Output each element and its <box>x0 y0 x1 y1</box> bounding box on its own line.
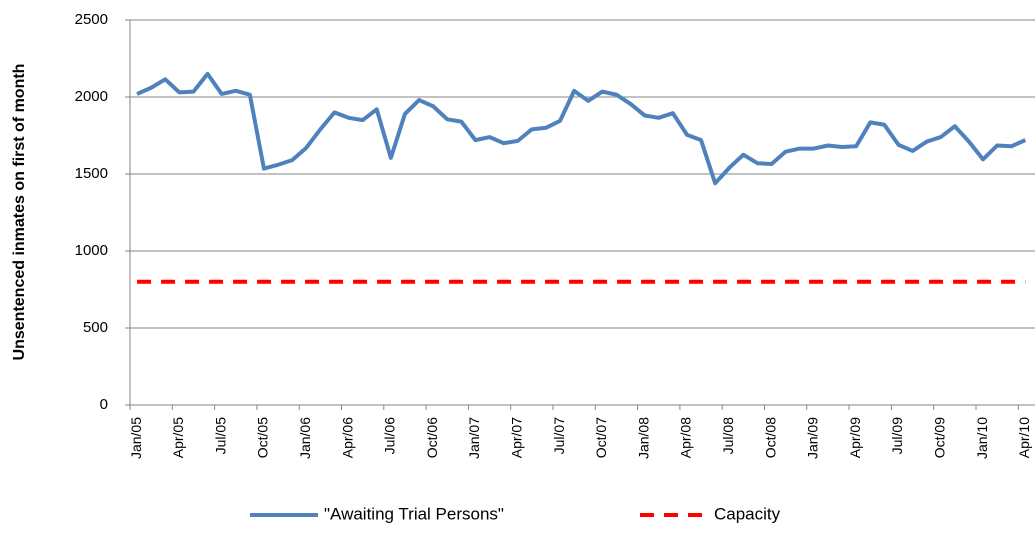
x-tick-label: Jul/07 <box>551 417 567 455</box>
y-axis-label: Unsentenced inmates on first of month <box>11 64 28 361</box>
x-tick-label: Jan/09 <box>805 417 821 459</box>
x-tick-label: Jan/05 <box>128 417 144 459</box>
y-tick-label: 500 <box>83 319 108 336</box>
x-tick-label: Apr/10 <box>1016 417 1032 458</box>
y-tick-label: 0 <box>100 396 108 413</box>
x-tick-label: Jan/07 <box>466 417 482 459</box>
legend-label: "Awaiting Trial Persons" <box>324 504 504 523</box>
series-line <box>136 71 1027 186</box>
x-tick-label: Oct/06 <box>424 417 440 458</box>
x-tick-label: Oct/08 <box>762 417 778 458</box>
x-tick-label: Jan/08 <box>635 417 651 459</box>
x-tick-label: Apr/07 <box>508 417 524 458</box>
x-tick-label: Oct/09 <box>931 417 947 458</box>
x-tick-label: Jul/08 <box>720 417 736 455</box>
x-tick-label: Oct/07 <box>593 417 609 458</box>
y-tick-label: 1000 <box>75 242 108 259</box>
x-tick-label: Apr/08 <box>678 417 694 458</box>
x-tick-label: Oct/05 <box>255 417 271 458</box>
legend-label: Capacity <box>714 504 781 523</box>
y-tick-label: 2000 <box>75 88 108 105</box>
x-tick-label: Apr/06 <box>339 417 355 458</box>
x-tick-label: Jul/05 <box>212 417 228 455</box>
x-tick-label: Jul/06 <box>382 417 398 455</box>
y-tick-label: 1500 <box>75 165 108 182</box>
x-tick-label: Apr/05 <box>170 417 186 458</box>
x-tick-label: Apr/09 <box>847 417 863 458</box>
y-tick-label: 2500 <box>75 11 108 28</box>
x-tick-label: Jan/10 <box>974 417 990 459</box>
x-tick-label: Jan/06 <box>297 417 313 459</box>
x-tick-label: Jul/09 <box>889 417 905 455</box>
